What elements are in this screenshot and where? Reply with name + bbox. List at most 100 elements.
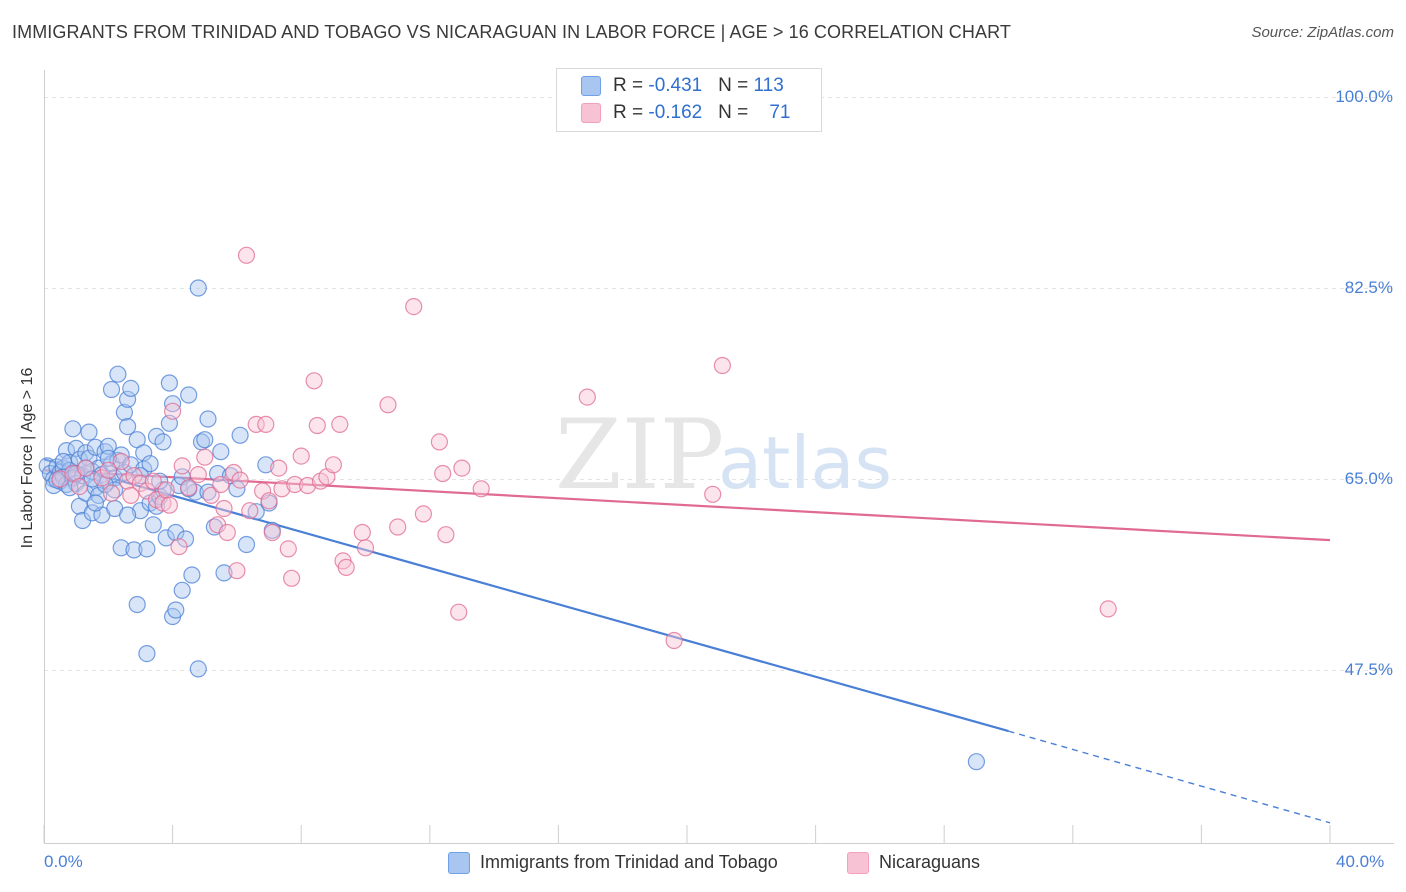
point-trinidad: [106, 481, 124, 499]
y-tick-label: 47.5%: [1344, 660, 1393, 679]
point-nicaraguan: [379, 396, 397, 414]
point-trinidad: [67, 439, 85, 457]
point-trinidad: [118, 506, 137, 524]
chart-title: IMMIGRANTS FROM TRINIDAD AND TOBAGO VS N…: [12, 22, 1011, 42]
watermark-zip: ZIP: [555, 399, 724, 511]
point-nicaraguan: [472, 480, 490, 498]
point-trinidad: [199, 483, 217, 501]
point-nicaraguan: [241, 502, 259, 520]
point-trinidad: [157, 529, 175, 547]
point-nicaraguan: [434, 464, 452, 483]
point-trinidad: [118, 418, 137, 436]
y-axis-label: In Labor Force | Age > 16: [19, 367, 36, 549]
point-nicaraguan: [331, 415, 349, 433]
point-nicaraguan: [1099, 600, 1117, 618]
source-label: Source: ZipAtlas.com: [1251, 24, 1394, 41]
point-trinidad: [99, 449, 117, 467]
point-nicaraguan: [254, 482, 272, 500]
watermark-atlas: atlas: [718, 421, 892, 505]
point-nicaraguan: [77, 459, 95, 477]
point-trinidad: [86, 494, 105, 512]
x-tick-label: 0.0%: [44, 852, 83, 871]
point-nicaraguan: [180, 479, 198, 497]
point-trinidad: [122, 379, 140, 397]
bottom-legend-item-nicaraguans: Nicaraguans: [847, 852, 980, 875]
bottom-legend-item-trinidad: Immigrants from Trinidad and Tobago: [448, 852, 778, 875]
point-nicaraguan: [270, 459, 288, 477]
point-trinidad: [183, 566, 201, 584]
point-trinidad: [215, 564, 233, 582]
point-nicaraguan: [257, 415, 275, 433]
legend-n-label: N =: [718, 75, 754, 96]
legend-r-value: -0.431: [648, 75, 703, 96]
point-nicaraguan: [231, 471, 249, 489]
point-nicaraguan: [665, 631, 683, 650]
point-nicaraguan: [405, 298, 423, 316]
legend-row-trinidad: R = -0.431 N = 113: [581, 75, 784, 99]
point-nicaraguan: [292, 447, 310, 465]
point-nicaraguan: [228, 562, 246, 580]
point-nicaraguan: [212, 475, 230, 494]
point-nicaraguan: [353, 523, 371, 542]
point-trinidad: [151, 472, 169, 490]
point-nicaraguan: [102, 484, 121, 502]
point-trinidad: [180, 386, 198, 404]
point-trinidad: [118, 390, 137, 408]
grid-lines: [44, 97, 1394, 671]
point-nicaraguan: [218, 523, 236, 542]
stats-legend: R = -0.431 N = 113 R = -0.162 N = 71: [556, 68, 822, 132]
point-trinidad: [173, 581, 191, 599]
axes: [43, 70, 1394, 844]
legend-r-value: -0.162: [648, 102, 703, 123]
point-nicaraguan: [713, 356, 732, 375]
point-nicaraguan: [160, 496, 178, 514]
point-trinidad: [64, 420, 82, 438]
point-trinidad: [80, 423, 98, 441]
point-trinidad: [125, 541, 143, 559]
point-nicaraguan: [389, 518, 407, 536]
point-nicaraguan: [414, 505, 432, 523]
y-tick-label: 82.5%: [1344, 278, 1393, 297]
point-nicaraguan: [99, 461, 117, 479]
point-nicaraguan: [299, 476, 317, 495]
point-trinidad: [167, 523, 185, 542]
point-trinidad: [109, 365, 127, 383]
y-tick-label: 65.0%: [1344, 469, 1393, 488]
legend-n-value: 71: [769, 102, 791, 123]
point-nicaraguan: [283, 569, 301, 587]
point-nicaraguan: [164, 402, 182, 420]
point-trinidad: [196, 431, 214, 449]
point-trinidad: [86, 438, 105, 456]
point-trinidad: [199, 410, 217, 428]
point-nicaraguan: [450, 603, 468, 621]
point-trinidad: [54, 452, 72, 471]
point-trinidad: [231, 426, 249, 444]
point-trinidad: [128, 595, 146, 614]
point-nicaraguan: [112, 452, 130, 471]
point-nicaraguan: [286, 475, 304, 494]
legend-row-nicaraguan: R = -0.162 N = 71: [581, 102, 790, 126]
point-trinidad: [154, 433, 172, 451]
point-nicaraguan: [453, 459, 471, 477]
point-trinidad: [77, 444, 95, 462]
point-trinidad: [247, 503, 265, 521]
legend-n-label: N =: [718, 102, 754, 123]
point-trinidad: [144, 516, 162, 534]
point-trinidad: [212, 443, 230, 461]
point-nicaraguan: [324, 456, 342, 474]
point-trinidad: [138, 644, 156, 663]
point-nicaraguan: [122, 486, 140, 504]
point-nicaraguan: [279, 540, 297, 558]
bottom-legend-label: Immigrants from Trinidad and Tobago: [480, 852, 778, 872]
point-nicaraguan: [51, 470, 69, 488]
point-trinidad: [115, 403, 134, 421]
point-nicaraguan: [260, 492, 278, 510]
point-trinidad: [189, 660, 207, 678]
y-tick-label: 100.0%: [1335, 87, 1393, 106]
point-trinidad: [167, 601, 185, 619]
bottom-legend-swatch-pink: [847, 852, 869, 875]
point-nicaraguan: [437, 526, 455, 544]
point-trinidad: [967, 753, 986, 771]
point-nicaraguan: [144, 472, 162, 490]
